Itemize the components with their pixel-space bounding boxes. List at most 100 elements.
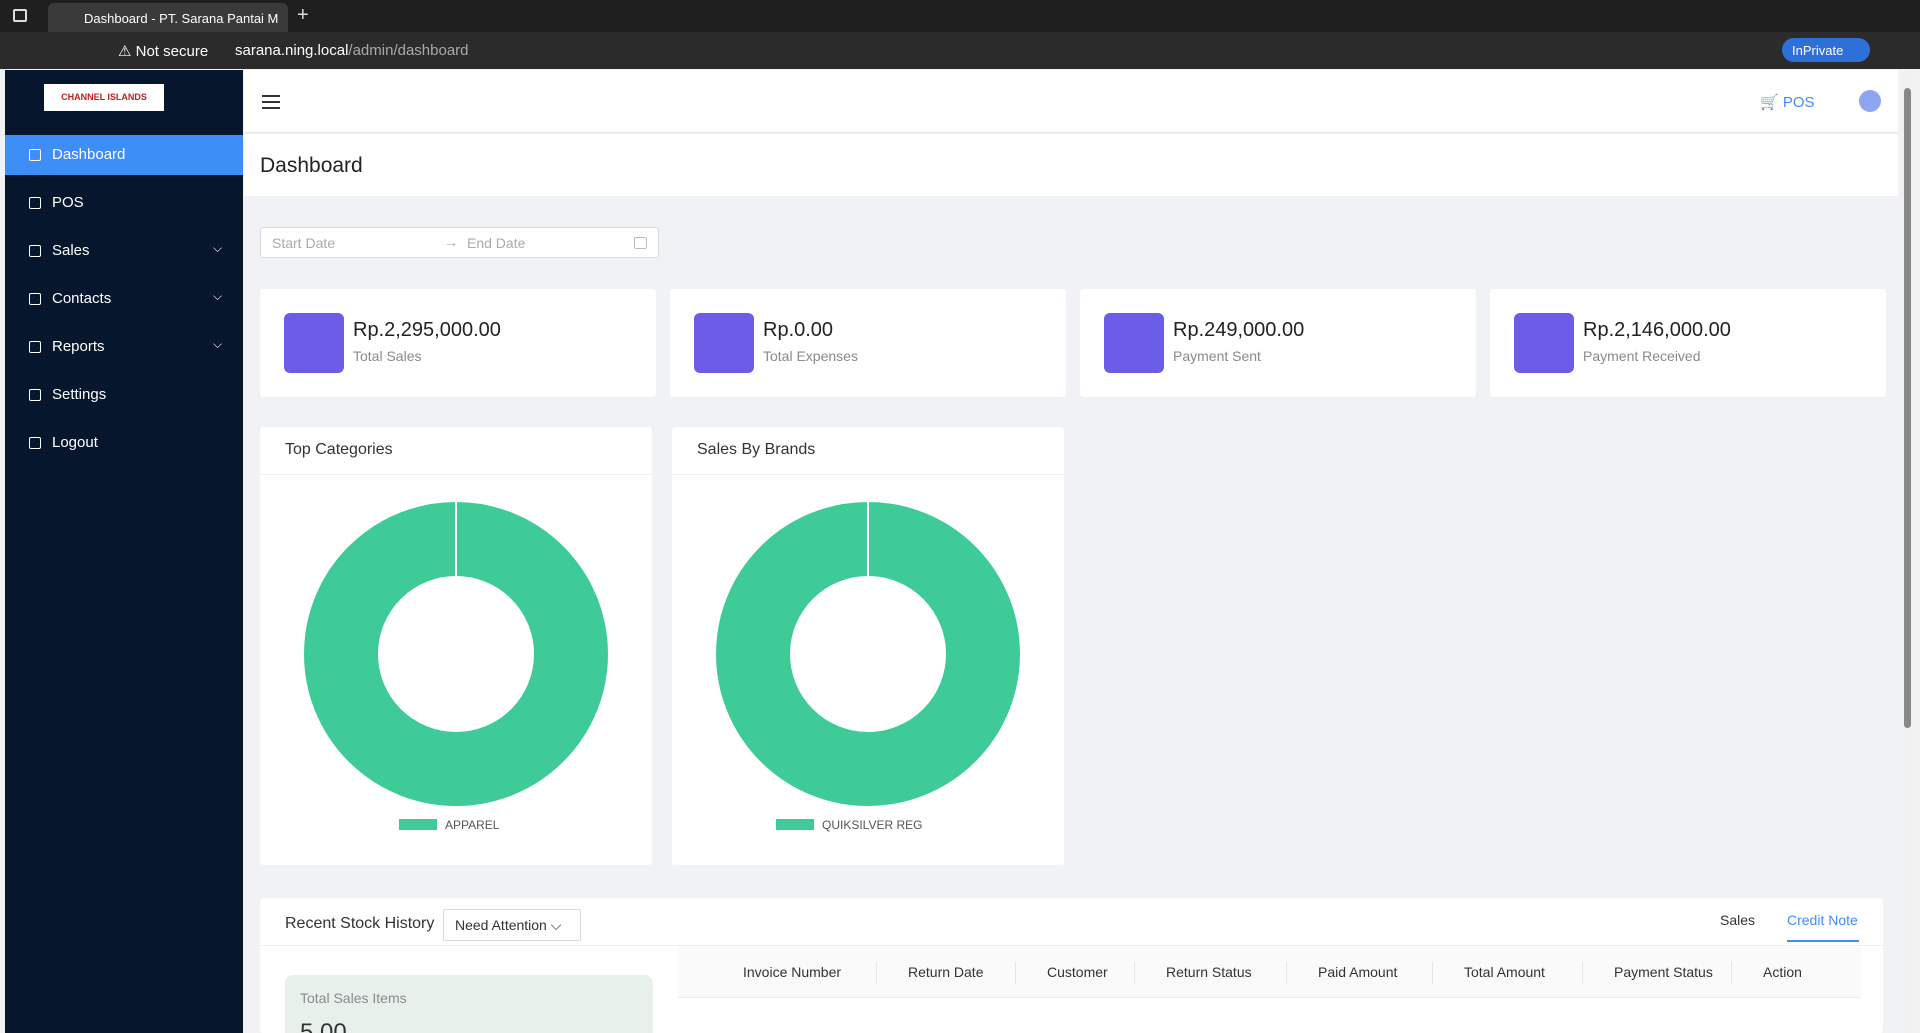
scrollbar[interactable] [1900, 70, 1915, 1033]
column-header: Payment Status [1614, 964, 1713, 980]
column-divider [1432, 962, 1433, 984]
page-title: Dashboard [244, 134, 1898, 196]
logo[interactable]: CHANNEL ISLANDS [44, 84, 164, 111]
menu-icon [29, 341, 41, 353]
menu-label: Contacts [52, 290, 112, 307]
menu-caret: ⌵ [213, 241, 223, 255]
column-header: Total Amount [1464, 964, 1545, 980]
column-divider [1286, 962, 1287, 984]
menu-label: Settings [52, 386, 107, 403]
stat-card: Rp.2,146,000.00 Payment Received [1490, 289, 1886, 397]
profile-text: InPrivate [1792, 43, 1844, 58]
chart: APPAREL [302, 499, 610, 832]
menu-icon [29, 293, 41, 305]
pos-text: POS [1782, 94, 1815, 111]
menu-icon [29, 437, 41, 449]
stat-card: Rp.249,000.00 Payment Sent [1080, 289, 1476, 397]
menu-icon [29, 149, 41, 161]
menu-item[interactable]: Reports ⌵ [5, 327, 243, 367]
stat-label: Payment Sent [1173, 348, 1261, 364]
stat-icon [284, 313, 344, 373]
menu-item[interactable]: Logout [5, 423, 243, 463]
stat-label: Total Expenses [763, 348, 858, 364]
pos-link[interactable]: 🛒 POS [1760, 94, 1815, 111]
new-tab[interactable]: + [297, 4, 309, 26]
stat-text: Rp.0.00 Total Expenses [763, 319, 858, 364]
avatar[interactable] [1859, 90, 1881, 112]
filter-select[interactable]: Need Attention ⌵ [443, 909, 581, 941]
url[interactable]: sarana.ning.local/admin/dashboard [235, 42, 469, 59]
pie-slice [714, 499, 1022, 809]
tab-title: Dashboard - PT. Sarana Pantai M [84, 11, 279, 26]
legend-label: APPAREL [445, 818, 500, 832]
stat-value: Rp.2,295,000.00 [353, 319, 501, 341]
stat-card: Rp.2,295,000.00 Total Sales [260, 289, 656, 397]
stat-label: Total Sales [353, 348, 422, 364]
menu-caret: ⌵ [213, 337, 223, 351]
menu-label: Sales [52, 242, 90, 259]
pie-slice [302, 499, 610, 809]
start-date: Start Date [272, 235, 336, 251]
stat-value: Rp.0.00 [763, 319, 834, 341]
chart-title: Sales By Brands [672, 427, 1064, 475]
column-divider [1582, 962, 1583, 984]
chart: QUIKSILVER REG [714, 499, 1022, 832]
stat-icon [1104, 313, 1164, 373]
menu-label: Reports [52, 338, 105, 355]
logo-text: CHANNEL ISLANDS [61, 92, 147, 102]
stat-value: Rp.2,146,000.00 [1583, 319, 1731, 341]
column-header: Action [1763, 964, 1802, 980]
column-divider [1134, 962, 1135, 984]
menu-label: Dashboard [52, 146, 126, 163]
stock-history-card: Recent Stock History Need Attention ⌵ To… [260, 898, 1883, 1033]
security-text: Not secure [135, 43, 209, 60]
end-date: End Date [467, 235, 526, 251]
stat-text: Rp.2,146,000.00 Payment Received [1583, 319, 1731, 364]
stat-icon [1514, 313, 1574, 373]
date-picker[interactable]: Start Date → End Date [260, 227, 659, 258]
tab[interactable]: Sales [1720, 912, 1756, 928]
stock-history-title: Recent Stock History [285, 915, 435, 932]
inprivate-badge[interactable]: InPrivate [1782, 38, 1870, 62]
menu-icon [29, 245, 41, 257]
security-badge[interactable]: ⚠ Not secure [118, 43, 209, 60]
menu-toggle[interactable] [262, 94, 280, 110]
sidebar: CHANNEL ISLANDS Dashboard POS Sales ⌵ Contac… [5, 70, 243, 1033]
browser-tab[interactable]: Dashboard - PT. Sarana Pantai M [48, 3, 288, 32]
stat-card: Rp.0.00 Total Expenses [670, 289, 1066, 397]
chart-title: Top Categories [260, 427, 652, 475]
menu-item[interactable]: Dashboard [5, 135, 243, 175]
stat-label: Payment Received [1583, 348, 1701, 364]
legend-label: QUIKSILVER REG [822, 818, 922, 832]
tab[interactable]: Credit Note [1787, 912, 1859, 942]
column-header: Customer [1047, 964, 1108, 980]
stat-value: Rp.249,000.00 [1173, 319, 1305, 341]
stat-icon [694, 313, 754, 373]
column-divider [1731, 962, 1732, 984]
column-header: Invoice Number [743, 964, 842, 980]
column-header: Return Status [1166, 964, 1252, 980]
menu-label: Logout [52, 434, 98, 451]
menu-item[interactable]: POS [5, 183, 243, 223]
legend-swatch [776, 819, 814, 830]
chart-card: Sales By Brands QUIKSILVER REG [672, 427, 1064, 865]
stat-text: Rp.249,000.00 Payment Sent [1173, 319, 1304, 364]
top-bar: 🛒 POS [244, 70, 1898, 133]
menu-item[interactable]: Sales ⌵ [5, 231, 243, 271]
menu-caret: ⌵ [213, 289, 223, 303]
url-path: /admin/dashboard [348, 42, 469, 59]
menu-item[interactable]: Contacts ⌵ [5, 279, 243, 319]
column-header: Paid Amount [1318, 964, 1398, 980]
column-divider [876, 962, 877, 984]
url-host: sarana.ning.local [235, 42, 349, 59]
menu-icon [29, 197, 41, 209]
sales-items-value: 5.00 [300, 1019, 347, 1033]
tab-icon[interactable] [13, 9, 27, 22]
sales-items-box: Total Sales Items 5.00 [285, 975, 653, 1033]
filter-text: Need Attention [455, 917, 547, 933]
menu-item[interactable]: Settings [5, 375, 243, 415]
table-header: Invoice Number Return Date Customer Return … [678, 946, 1861, 998]
menu-icon [29, 389, 41, 401]
